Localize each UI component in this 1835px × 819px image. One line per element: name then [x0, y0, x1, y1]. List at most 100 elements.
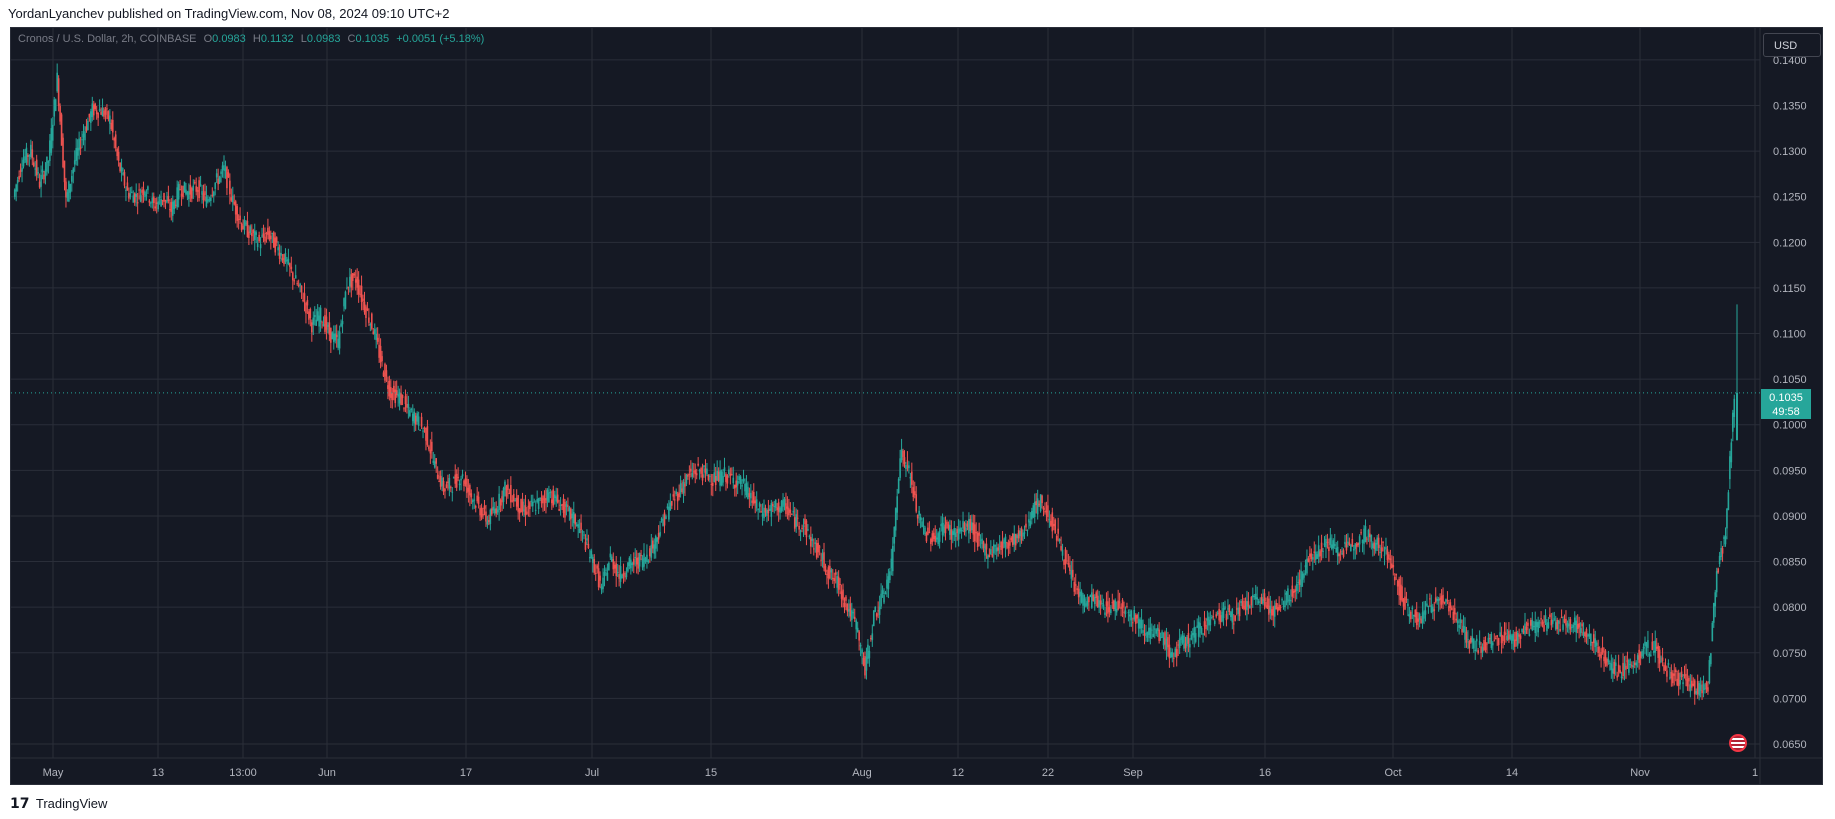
candle-body [1115, 608, 1118, 613]
candle-body [818, 546, 821, 548]
y-tick-label: 0.0950 [1773, 465, 1807, 477]
candle-body [438, 481, 440, 483]
candle-body [1641, 651, 1643, 657]
candle-body [106, 108, 108, 110]
candle-body [37, 172, 39, 174]
candle-body [855, 620, 858, 630]
candle-body [1202, 633, 1204, 635]
economic-events-flag-icon[interactable] [1729, 734, 1747, 752]
candle-body [644, 557, 647, 563]
candle-body [192, 185, 195, 191]
candle-body [1609, 662, 1611, 665]
candle-body [744, 483, 746, 492]
candle-body [1591, 641, 1594, 643]
candle-body [167, 195, 170, 201]
candle-body [204, 191, 206, 195]
candle-body [605, 569, 607, 571]
candle-body [169, 209, 171, 211]
x-tick-label: 15 [705, 767, 717, 779]
candle-body [1603, 656, 1605, 662]
candle-body [1316, 554, 1318, 559]
candle-body [1278, 604, 1280, 611]
candle-body [703, 465, 705, 468]
candle-body [1351, 538, 1354, 547]
candle-body [988, 554, 991, 557]
candle-body [152, 196, 155, 204]
x-tick-label: 17 [460, 767, 472, 779]
candle-body [1205, 624, 1207, 630]
candle-body [1408, 614, 1411, 617]
candle-body [1208, 616, 1210, 626]
candle-body [1241, 600, 1244, 609]
candle-body [116, 148, 118, 157]
candle-body [160, 199, 162, 207]
candle-body [880, 593, 882, 607]
candle-body [71, 175, 73, 182]
candle-body [688, 473, 691, 475]
symbol-label[interactable]: Cronos / U.S. Dollar, 2h, COINBASE [18, 33, 197, 45]
candle-body [1011, 533, 1014, 546]
footer-branding[interactable]: 𝟭𝟳 TradingView [10, 793, 107, 813]
candle-body [316, 311, 319, 321]
candle-body [1057, 528, 1059, 534]
chart-panel[interactable] [10, 27, 1823, 785]
currency-button[interactable]: USD [1763, 33, 1821, 57]
candle-body [324, 315, 326, 332]
candle-body [460, 478, 462, 481]
candle-body [1550, 619, 1553, 626]
candle-body [1237, 607, 1239, 614]
candle-body [1063, 559, 1065, 565]
candle-body [270, 235, 272, 240]
candle-body [1623, 663, 1626, 671]
candle-body [1244, 601, 1247, 610]
x-tick-label: 13:00 [229, 767, 257, 779]
candle-body [1549, 614, 1551, 618]
candle-body [397, 394, 399, 397]
candle-body [251, 233, 253, 237]
candle-body [382, 372, 385, 377]
candle-body [1123, 611, 1125, 613]
candle-body [31, 149, 34, 159]
candle-body [1559, 628, 1561, 631]
candle-body [432, 460, 435, 463]
candle-body [233, 201, 236, 205]
candle-body [776, 507, 778, 511]
candle-body [1544, 615, 1547, 623]
candle-body [851, 610, 853, 621]
candle-body [1314, 551, 1317, 560]
candle-body [1370, 534, 1373, 542]
candle-body [1676, 678, 1678, 686]
candle-body [1540, 618, 1542, 620]
candle-body [1730, 442, 1733, 463]
candle-body [992, 544, 995, 554]
candle-body [15, 184, 17, 192]
candle-body [1355, 543, 1358, 547]
candle-body [751, 500, 754, 503]
candle-body [1524, 623, 1526, 635]
candle-body [931, 533, 934, 542]
candle-body [824, 565, 827, 572]
candle-body [1320, 542, 1323, 552]
candle-body [1521, 628, 1523, 632]
candle-body [1610, 663, 1613, 670]
candle-body [736, 481, 739, 486]
candle-body [1511, 635, 1513, 644]
candle-body [878, 606, 881, 615]
candle-body [457, 476, 459, 478]
candle-body [628, 557, 631, 567]
candle-body [1677, 673, 1680, 687]
candle-body [1093, 596, 1096, 605]
candle-body [653, 544, 656, 554]
candle-body [512, 493, 515, 502]
candle-body [662, 518, 664, 526]
y-tick-label: 0.1050 [1773, 374, 1807, 386]
candle-body [597, 568, 600, 588]
candle-body [65, 181, 67, 198]
candle-body [1648, 654, 1651, 656]
candle-body [1557, 620, 1560, 624]
candle-body [1642, 646, 1645, 649]
candle-body [969, 518, 972, 532]
candle-body [978, 532, 980, 536]
candle-body [368, 317, 370, 323]
